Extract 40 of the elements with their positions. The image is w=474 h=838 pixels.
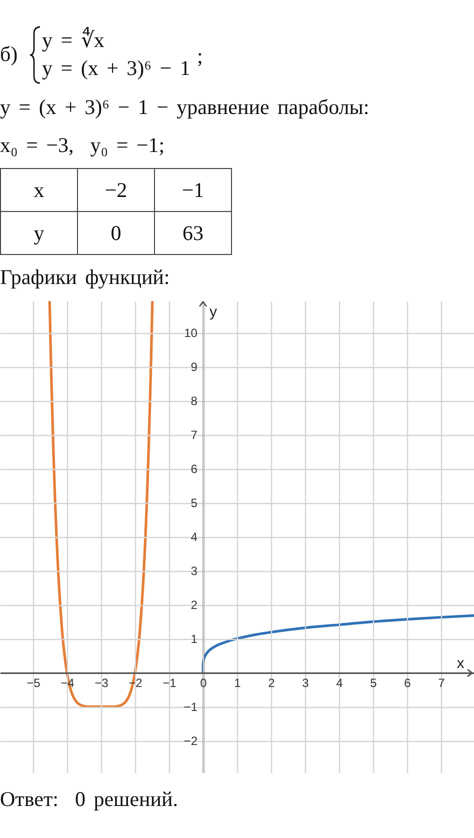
y-tick-label: 3 xyxy=(190,564,198,578)
text: y = (x + 3)⁶ − 1 − уравнение параболы: xyxy=(0,95,370,119)
y-axis-title: y xyxy=(209,304,218,320)
x-tick-label: 1 xyxy=(234,676,242,690)
text: ; xyxy=(197,44,203,68)
text: 63 xyxy=(154,212,232,254)
y-tick-label: 7 xyxy=(190,428,198,442)
y-tick-label: 9 xyxy=(190,360,198,374)
y-tick-label: 10 xyxy=(184,326,198,340)
text: −2 xyxy=(78,168,154,212)
text: x xyxy=(0,168,78,212)
text: Ответ: 0 решений. xyxy=(0,787,178,811)
y-tick-label: 2 xyxy=(190,598,198,612)
x-tick-label: 0 xyxy=(200,676,208,690)
text: y = (x + 3)⁶ − 1 xyxy=(42,56,190,80)
text: y = ∜x xyxy=(42,28,104,52)
chart-title: Графики функций: xyxy=(0,265,170,289)
x-tick-label: 7 xyxy=(438,676,446,690)
text: б) xyxy=(0,42,18,66)
y-tick-label: −1 xyxy=(184,700,198,714)
text: x₀ = −3, y₀ = −1; xyxy=(0,133,165,157)
text: 0 xyxy=(78,212,154,254)
x-tick-label: 2 xyxy=(268,676,276,690)
x-tick-label: 6 xyxy=(404,676,412,690)
y-tick-label: 8 xyxy=(190,394,198,408)
y-tick-label: −2 xyxy=(184,734,198,748)
y-tick-label: 6 xyxy=(190,462,198,476)
x-axis-title: x xyxy=(456,655,465,672)
x-tick-label: 3 xyxy=(302,676,310,690)
y-tick-label: 1 xyxy=(190,632,198,646)
x-tick-label: 5 xyxy=(370,676,378,690)
x-tick-label: −1 xyxy=(162,676,177,690)
x-tick-label: −5 xyxy=(26,676,41,690)
text: y xyxy=(0,212,78,254)
line-series xyxy=(48,301,154,708)
line-series xyxy=(202,614,474,674)
x-tick-label: 4 xyxy=(336,676,344,690)
x-tick-label: −3 xyxy=(94,676,109,690)
y-tick-label: 5 xyxy=(190,496,198,510)
y-tick-label: 4 xyxy=(190,530,198,544)
